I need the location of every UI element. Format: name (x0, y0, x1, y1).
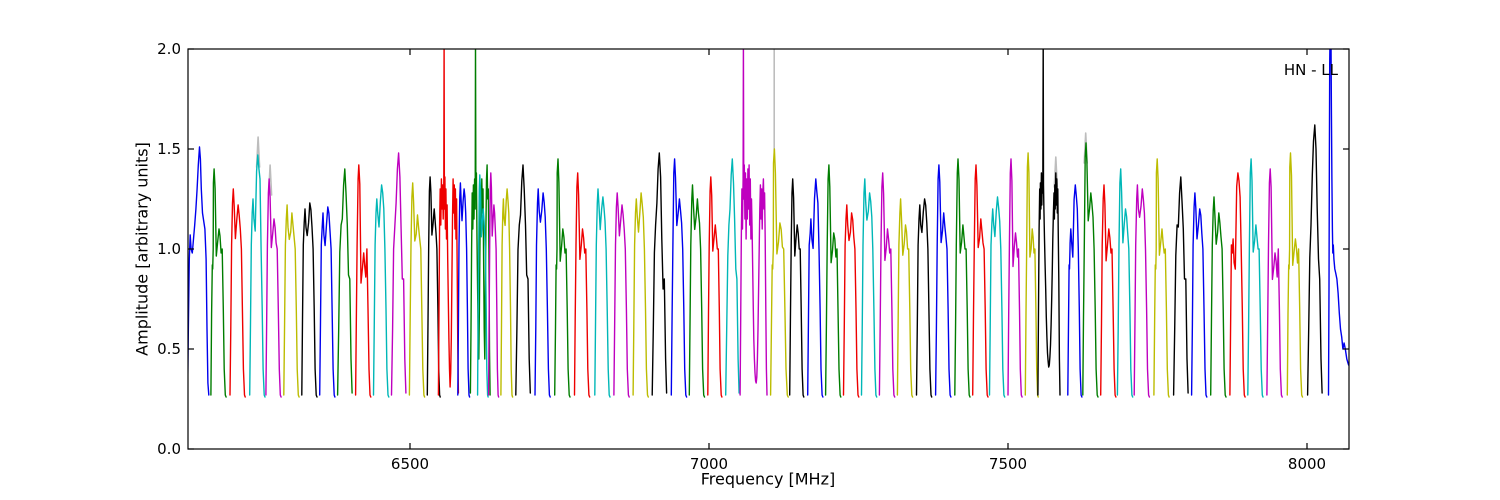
subband-curve-26-y (632, 192, 649, 398)
subband-curve-7-b (319, 206, 336, 398)
subband-curve-38-c (860, 178, 878, 398)
x-tick-label-7500: 7500 (988, 455, 1028, 473)
subband-curve-5-y (283, 204, 300, 398)
subband-curve-43-g (954, 158, 971, 398)
x-tick-label-7000: 7000 (689, 455, 729, 473)
subband-curve-17-c (476, 174, 489, 398)
subband-curve-31-c (725, 158, 740, 396)
subband-curve-14-r (437, 49, 460, 396)
subband-curve-45-c (988, 196, 1006, 398)
subband-curve-3-c (249, 154, 266, 398)
subband-curve-59-c (1247, 158, 1264, 398)
subband-curve-9-r (354, 164, 372, 398)
subband-curve-54-y (1153, 158, 1170, 398)
subband-curve-62-k (1306, 124, 1323, 396)
subband-curve-44-r (972, 164, 989, 398)
subband-curve-55-k (1172, 176, 1189, 396)
subband-curve-37-r (842, 204, 860, 398)
subband-curve-39-m (878, 172, 896, 398)
subband-curve-10-c (372, 184, 390, 398)
subband-curve-60-m (1266, 168, 1283, 398)
subband-curve-15-b (457, 182, 471, 398)
subband-curve-52-c (1116, 168, 1134, 398)
subband-curve-8-g (336, 168, 353, 396)
subband-curve-6-k (301, 202, 318, 398)
curves-layer (188, 49, 1349, 398)
subband-curve-29-g (688, 184, 706, 398)
subband-curve-19-y (500, 188, 514, 398)
subband-curve-63-b (1327, 49, 1349, 396)
subband-curve-32-m (739, 49, 768, 396)
subband-curve-20-k (515, 164, 531, 396)
subband-curve-22-g (554, 158, 571, 398)
axes-layer (187, 48, 1350, 450)
subband-curve-21-b (534, 188, 551, 398)
subband-curve-0-b (188, 146, 210, 396)
subband-curve-27-k (651, 152, 668, 396)
subband-curve-42-b (934, 164, 952, 398)
subband-curve-24-c (594, 188, 611, 398)
subband-curve-50-g (1082, 142, 1099, 398)
y-tick-label-1.5: 1.5 (157, 140, 181, 158)
y-axis-label: Amplitude [arbitrary units] (132, 142, 152, 356)
subband-curve-28-b (670, 158, 688, 398)
subband-curve-1-g (210, 168, 227, 398)
subband-curve-34-k (789, 178, 805, 398)
station-polarization-label: HN - LL (1283, 61, 1338, 79)
y-tick-label-1.0: 1.0 (157, 240, 181, 258)
subband-curve-53-m (1133, 184, 1151, 398)
subband-curve-46-m (1007, 158, 1023, 398)
subband-curve-35-b (807, 178, 824, 398)
subband-curve-33-y (769, 148, 789, 398)
subband-curve-12-y (408, 182, 426, 398)
subband-curve-11-m (390, 152, 407, 396)
subband-curve-41-k (915, 198, 933, 398)
subband-curve-48-k (1037, 49, 1061, 396)
y-tick-label-2.0: 2.0 (157, 40, 181, 58)
subband-curve-23-r (573, 172, 591, 398)
subband-curve-30-r (707, 176, 723, 398)
subband-curve-61-y (1286, 152, 1304, 398)
subband-curve-51-r (1100, 184, 1117, 398)
plot-frame (187, 48, 1350, 450)
x-tick-label-8000: 8000 (1287, 455, 1327, 473)
subband-curve-57-g (1210, 196, 1227, 398)
subband-curve-4-m (265, 178, 282, 398)
x-tick-label-6500: 6500 (390, 455, 430, 473)
subband-curve-2-r (229, 188, 246, 398)
subband-curve-40-y (896, 198, 914, 398)
subband-curve-16-g (469, 49, 491, 396)
subband-curve-58-r (1229, 172, 1246, 398)
subband-curve-49-b (1067, 184, 1083, 398)
subband-curve-56-b (1190, 192, 1208, 398)
y-tick-label-0.5: 0.5 (157, 340, 181, 358)
subband-curve-18-m (487, 172, 500, 398)
subband-curve-36-g (824, 164, 842, 398)
gray-peak-tip-2 (1053, 156, 1059, 188)
subband-curve-25-m (613, 192, 630, 398)
y-tick-label-0.0: 0.0 (157, 440, 181, 458)
subband-curve-47-y (1024, 152, 1039, 398)
x-axis-label: Frequency [MHz] (700, 469, 836, 489)
